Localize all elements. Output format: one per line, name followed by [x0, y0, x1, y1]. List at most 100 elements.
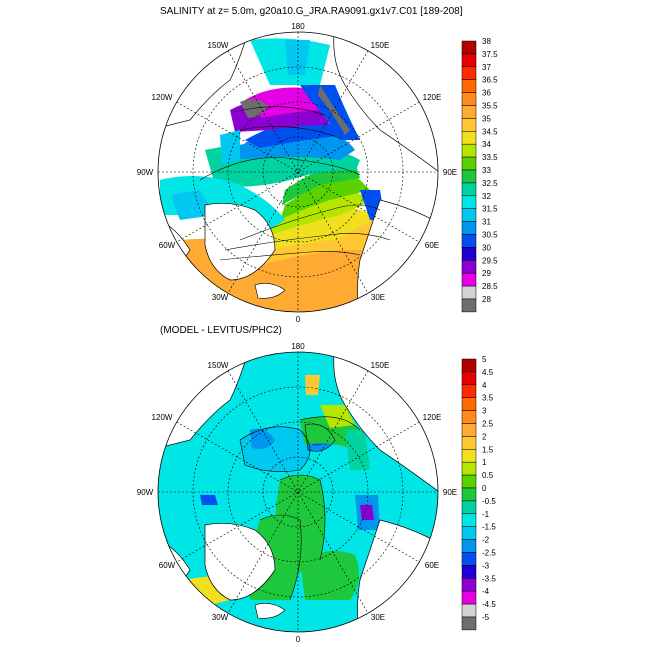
- bottom-colorbar-swatch: [461, 539, 477, 553]
- top-colorbar-swatch: [461, 208, 477, 222]
- top-lon-label-90e: 90E: [443, 168, 457, 177]
- top-colorbar-swatch: [461, 66, 477, 80]
- top-colorbar-label: 37: [482, 63, 491, 72]
- bottom-lon-label-60e: 60E: [425, 561, 439, 570]
- bottom-colorbar-swatch: [461, 461, 477, 476]
- top-colorbar-label: 32: [482, 192, 491, 201]
- bottom-colorbar-swatch: [461, 358, 477, 373]
- bottom-lon-label-0: 0: [296, 635, 301, 644]
- bottom-colorbar-label: 0.5: [482, 471, 494, 480]
- top-lon-label-180: 180: [291, 22, 305, 31]
- top-polar-map: 180 0 150W 120W 90W 60W 30W 150E 120E 90…: [137, 22, 457, 324]
- bottom-colorbar: 5 4.5 4 3.5 3 2.5 2 1.5 1 0.5 0 -0.5 -1 -1.5 -2 -2.5 -3 -…: [461, 355, 496, 631]
- top-lon-label-60e: 60E: [425, 241, 439, 250]
- bottom-lon-label-90e: 90E: [443, 488, 457, 497]
- bottom-colorbar-swatch: [461, 552, 477, 566]
- bottom-colorbar-swatch: [461, 474, 477, 489]
- bottom-colorbar-label: -2: [482, 536, 490, 545]
- top-colorbar-label: 35: [482, 114, 491, 123]
- top-colorbar-swatch: [461, 105, 477, 119]
- bottom-colorbar-label: 5: [482, 355, 487, 364]
- bottom-colorbar-label: -1: [482, 510, 490, 519]
- top-colorbar-label: 31.5: [482, 205, 498, 214]
- top-colorbar-swatch: [461, 182, 477, 197]
- top-colorbar-swatch: [461, 131, 477, 145]
- top-colorbar-label: 36.5: [482, 76, 498, 85]
- top-lon-label-30w: 30W: [212, 293, 229, 302]
- top-colorbar-swatch: [461, 272, 477, 287]
- top-colorbar: 38 37.5 37 36.5 36 35.5 35 34.5 34 33.5 33 32.5 32 31…: [461, 37, 498, 313]
- bottom-colorbar-swatch: [461, 487, 477, 502]
- bottom-colorbar-swatch: [461, 500, 477, 515]
- bottom-lon-label-120w: 120W: [152, 413, 173, 422]
- top-colorbar-label: 29: [482, 269, 491, 278]
- top-colorbar-label: 35.5: [482, 102, 498, 111]
- bottom-colorbar-label: -2.5: [482, 549, 496, 558]
- bottom-colorbar-swatch: [461, 578, 477, 592]
- top-colorbar-label: 37.5: [482, 50, 498, 59]
- bottom-colorbar-swatch: [461, 603, 477, 618]
- bottom-lon-label-120e: 120E: [423, 413, 442, 422]
- bottom-colorbar-label: -4: [482, 587, 490, 596]
- top-colorbar-label: 29.5: [482, 256, 498, 265]
- top-colorbar-swatch: [461, 221, 477, 235]
- bottom-lon-label-30w: 30W: [212, 613, 229, 622]
- top-colorbar-label: 31: [482, 218, 491, 227]
- bottom-colorbar-swatch: [461, 371, 477, 386]
- top-colorbar-label: 30: [482, 243, 491, 252]
- bottom-colorbar-swatch: [461, 410, 477, 424]
- bottom-colorbar-label: 4: [482, 381, 487, 390]
- top-lon-label-150e: 150E: [371, 41, 390, 50]
- top-lon-label-90w: 90W: [137, 168, 154, 177]
- bottom-colorbar-swatch: [461, 565, 477, 579]
- top-colorbar-label: 28: [482, 295, 491, 304]
- top-colorbar-label: 34.5: [482, 127, 498, 136]
- bottom-colorbar-label: -4.5: [482, 600, 496, 609]
- top-colorbar-swatch: [461, 195, 477, 209]
- bottom-colorbar-label: 3.5: [482, 394, 494, 403]
- top-colorbar-swatch: [461, 143, 477, 158]
- bottom-colorbar-swatch: [461, 590, 477, 605]
- top-colorbar-swatch: [461, 234, 477, 248]
- bottom-colorbar-swatch: [461, 384, 477, 398]
- bottom-colorbar-swatch: [461, 436, 477, 450]
- bottom-colorbar-swatch: [461, 513, 477, 527]
- bottom-colorbar-label: 4.5: [482, 368, 494, 377]
- top-colorbar-swatch: [461, 92, 477, 106]
- top-colorbar-swatch: [461, 285, 477, 300]
- top-colorbar-label: 36: [482, 89, 491, 98]
- bottom-colorbar-label: -0.5: [482, 497, 496, 506]
- bottom-lon-label-30e: 30E: [371, 613, 385, 622]
- bottom-colorbar-label: 0: [482, 484, 487, 493]
- top-colorbar-swatch: [461, 247, 477, 261]
- top-colorbar-swatch: [461, 40, 477, 55]
- bottom-colorbar-label: -1.5: [482, 523, 496, 532]
- top-colorbar-swatch: [461, 298, 477, 313]
- top-colorbar-swatch: [461, 156, 477, 171]
- top-colorbar-label: 38: [482, 37, 491, 46]
- bottom-colorbar-label: 2.5: [482, 420, 494, 429]
- top-colorbar-label: 30.5: [482, 231, 498, 240]
- top-lon-label-60w: 60W: [159, 241, 176, 250]
- top-lon-label-150w: 150W: [208, 41, 229, 50]
- top-colorbar-label: 28.5: [482, 282, 498, 291]
- top-lon-label-120e: 120E: [423, 93, 442, 102]
- top-colorbar-swatch: [461, 260, 477, 274]
- bottom-colorbar-label: 3: [482, 407, 487, 416]
- top-lon-label-30e: 30E: [371, 293, 385, 302]
- top-colorbar-swatch: [461, 53, 477, 68]
- bottom-colorbar-swatch: [461, 526, 477, 540]
- top-colorbar-swatch: [461, 118, 477, 132]
- top-map-title: SALINITY at z= 5.0m, g20a10.G_JRA.RA9091…: [160, 6, 463, 17]
- bottom-lon-label-150w: 150W: [208, 361, 229, 370]
- bottom-lon-label-150e: 150E: [371, 361, 390, 370]
- top-colorbar-label: 34: [482, 140, 491, 149]
- bottom-lon-label-180: 180: [291, 342, 305, 351]
- bottom-colorbar-swatch: [461, 423, 477, 437]
- top-lon-label-0: 0: [296, 315, 301, 324]
- top-colorbar-swatch: [461, 169, 477, 184]
- bottom-lon-label-90w: 90W: [137, 488, 154, 497]
- bottom-colorbar-label: -3.5: [482, 574, 496, 583]
- bottom-colorbar-label: 1.5: [482, 445, 494, 454]
